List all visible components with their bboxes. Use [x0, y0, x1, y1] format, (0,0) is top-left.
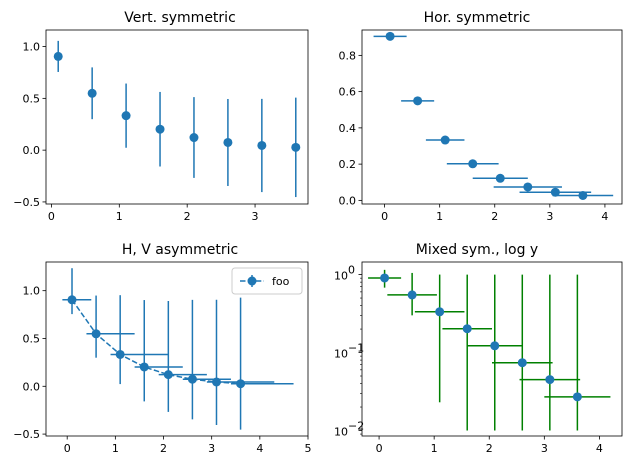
data-point [495, 173, 505, 183]
plot-area [368, 269, 611, 431]
data-point [223, 137, 233, 147]
legend-label: foo [272, 275, 290, 288]
data-point [380, 273, 390, 283]
chart-title: Vert. symmetric [124, 10, 236, 26]
axes-frame [45, 29, 309, 205]
x-tick-label: 4 [596, 442, 603, 455]
y-tick-exponent: −2 [348, 419, 364, 432]
axes-frame [361, 261, 623, 437]
x-tick-label: 1 [431, 442, 438, 455]
plot-area [53, 40, 301, 198]
y-tick-label: −0.5 [13, 196, 40, 209]
data-point [87, 88, 97, 98]
plot-area [373, 31, 614, 200]
data-point [407, 290, 417, 300]
x-tick-label: 3 [252, 210, 259, 223]
data-point [187, 374, 197, 384]
data-point [211, 377, 221, 387]
y-tick-label: −0.5 [13, 428, 40, 441]
y-tick-label: 0.4 [339, 122, 357, 135]
y-tick-label: 0.0 [339, 194, 357, 207]
y-tick-label: 1.0 [23, 41, 41, 54]
data-point [523, 182, 533, 192]
data-point [91, 329, 101, 339]
data-point [291, 142, 301, 152]
data-point [163, 370, 173, 380]
y-tick-label: 1.0 [23, 285, 41, 298]
axes-frame [45, 261, 309, 437]
x-tick-label: 1 [116, 210, 123, 223]
x-tick-label: 2 [160, 442, 167, 455]
x-tick-label: 0 [376, 442, 383, 455]
data-point [545, 375, 555, 385]
data-point [257, 140, 267, 150]
y-tick-label: 10 [334, 425, 348, 438]
subplot-vert-symmetric: Vert. symmetric 0 1 2 3 −0.5 0.0 0.5 1.0 [13, 10, 309, 223]
chart-title: H, V asymmetric [122, 242, 238, 258]
legend-marker [247, 276, 257, 286]
y-tick-label: 10 [334, 348, 348, 361]
chart-title: Hor. symmetric [424, 10, 531, 26]
x-tick-label: 3 [208, 442, 215, 455]
data-point [139, 362, 149, 372]
data-point [435, 307, 445, 317]
y-tick-exponent: 0 [348, 264, 355, 277]
x-tick-label: 0 [48, 210, 55, 223]
y-tick-exponent: −1 [348, 342, 364, 355]
x-tick-label: 4 [256, 442, 263, 455]
subplot-hv-asymmetric: H, V asymmetric 0 1 2 3 4 5 −0.5 0.0 0.5 1.0 foo [13, 242, 311, 455]
legend: foo [231, 267, 303, 295]
legend-box [231, 267, 303, 295]
x-tick-label: 1 [436, 210, 443, 223]
data-point [578, 190, 588, 200]
x-tick-label: 3 [546, 210, 553, 223]
data-point [490, 341, 500, 351]
data-point [517, 358, 527, 368]
data-point [468, 159, 478, 169]
x-tick-label: 0 [381, 210, 388, 223]
data-point [236, 379, 246, 389]
y-tick-label: 0.0 [23, 380, 41, 393]
x-tick-label: 0 [64, 442, 71, 455]
x-tick-label: 5 [305, 442, 312, 455]
y-tick-label: 0.5 [23, 92, 41, 105]
y-tick-label: 0.2 [339, 158, 357, 171]
data-point [550, 187, 560, 197]
x-tick-label: 2 [491, 210, 498, 223]
data-point [440, 135, 450, 145]
chart-title: Mixed sym., log y [416, 242, 538, 258]
x-tick-label: 2 [184, 210, 191, 223]
data-point [155, 124, 165, 134]
y-tick-label: 0.8 [339, 49, 357, 62]
x-tick-label: 2 [486, 442, 493, 455]
plot-area [62, 268, 294, 430]
data-point [572, 392, 582, 402]
axes-frame [361, 29, 623, 205]
data-point [413, 96, 423, 106]
data-point [462, 324, 472, 334]
x-tick-label: 4 [601, 210, 608, 223]
data-point [385, 31, 395, 41]
data-point [189, 133, 199, 143]
x-tick-label: 1 [112, 442, 119, 455]
data-point [53, 51, 63, 61]
subplot-hor-symmetric: Hor. symmetric 0 1 2 3 4 0.0 0.2 0.4 0.6 0.8 [339, 10, 623, 223]
y-tick-label: 0.6 [339, 86, 357, 99]
y-tick-label: 0.0 [23, 144, 41, 157]
data-point [67, 295, 77, 305]
data-point [115, 349, 125, 359]
data-point [121, 111, 131, 121]
y-tick-label: 10 [334, 270, 348, 283]
x-tick-label: 3 [541, 442, 548, 455]
y-tick-label: 0.5 [23, 332, 41, 345]
